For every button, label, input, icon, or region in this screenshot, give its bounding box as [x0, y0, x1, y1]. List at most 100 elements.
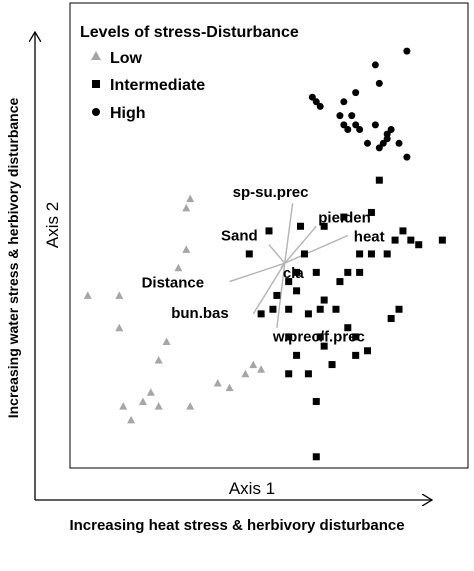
point-intermediate-13: [269, 305, 277, 313]
point-high-10: [344, 125, 352, 133]
point-low-3: [174, 263, 183, 272]
point-intermediate-12: [273, 291, 281, 299]
legend-label-intermediate: Intermediate: [110, 77, 205, 94]
point-intermediate-45: [312, 453, 320, 461]
x-axis-label: Axis 1: [229, 479, 275, 498]
point-low-19: [257, 365, 266, 373]
vector-label-0: sp-su.prec: [233, 184, 309, 201]
legend-title: Levels of stress-Disturbance: [80, 24, 299, 41]
vector-0: [284, 203, 294, 264]
point-intermediate-18: [320, 296, 328, 304]
point-low-17: [241, 369, 250, 378]
point-intermediate-42: [352, 351, 360, 359]
point-intermediate-38: [395, 305, 403, 313]
point-high-12: [364, 139, 371, 147]
vector-3: [284, 234, 349, 264]
point-low-8: [154, 355, 163, 364]
point-intermediate-4: [297, 222, 305, 230]
point-high-1: [371, 61, 379, 69]
point-intermediate-14: [257, 310, 265, 318]
point-low-10: [154, 402, 163, 410]
vector-lines: [229, 203, 349, 328]
point-intermediate-27: [399, 227, 407, 235]
point-intermediate-26: [391, 236, 399, 244]
vector-6: [252, 262, 286, 315]
vector-label-2: pie.den: [318, 209, 371, 226]
point-intermediate-40: [304, 370, 312, 378]
plot-frame: [69, 2, 469, 469]
point-high-4: [308, 93, 316, 101]
data-points: [83, 47, 446, 461]
point-intermediate-6: [245, 250, 253, 258]
point-intermediate-21: [344, 268, 352, 276]
point-high-19: [375, 144, 383, 152]
vector-labels: sp-su.prec Sand pie.den heat Distance cla bun.…: [142, 184, 385, 345]
point-low-5: [115, 291, 124, 299]
point-intermediate-22: [356, 250, 364, 258]
point-intermediate-32: [293, 351, 301, 359]
legend-marker-high: [92, 108, 100, 116]
point-low-7: [162, 337, 171, 346]
point-low-12: [127, 415, 136, 424]
point-high-9: [352, 121, 360, 129]
outer-y-axis-label: Increasing water stress & herbivory dist…: [5, 98, 21, 419]
point-intermediate-8: [312, 268, 320, 276]
point-intermediate-35: [344, 324, 352, 332]
point-high-17: [395, 139, 403, 147]
point-intermediate-33: [316, 333, 324, 341]
outer-x-axis-label: Increasing heat stress & herbivory distu…: [69, 517, 404, 534]
point-high-6: [316, 102, 324, 110]
point-low-11: [119, 402, 128, 410]
point-intermediate-10: [285, 278, 293, 286]
point-intermediate-28: [407, 236, 415, 244]
point-low-4: [83, 291, 92, 299]
point-intermediate-41: [328, 361, 336, 369]
point-intermediate-39: [285, 370, 293, 378]
point-intermediate-3: [320, 222, 328, 230]
point-high-15: [371, 121, 379, 129]
legend-label-high: High: [110, 105, 146, 122]
point-low-15: [225, 383, 234, 392]
point-high-0: [403, 47, 411, 55]
point-high-18: [403, 153, 411, 161]
point-high-8: [348, 112, 356, 120]
point-high-5: [312, 98, 320, 106]
point-high-11: [356, 125, 364, 133]
vector-label-7: w.prec/f.prec: [272, 329, 365, 346]
point-low-18: [249, 360, 258, 369]
vector-label-5: cla: [283, 265, 305, 282]
legend: Levels of stress-Disturbance Low Interme…: [80, 24, 299, 122]
point-low-9: [146, 388, 155, 396]
point-intermediate-37: [387, 314, 395, 322]
y-axis-label: Axis 2: [43, 202, 62, 248]
point-intermediate-17: [316, 305, 324, 313]
point-intermediate-5: [265, 227, 273, 235]
point-intermediate-30: [438, 236, 446, 244]
vector-4: [229, 262, 285, 283]
point-low-16: [213, 379, 222, 387]
point-intermediate-24: [383, 250, 391, 258]
point-intermediate-31: [285, 333, 293, 341]
legend-marker-intermediate: [92, 80, 100, 88]
point-high-2: [375, 79, 383, 87]
point-intermediate-34: [320, 342, 328, 350]
point-intermediate-16: [304, 310, 312, 318]
point-intermediate-7: [300, 250, 308, 258]
point-low-6: [115, 323, 124, 332]
vector-1: [268, 244, 286, 264]
vector-7: [276, 263, 286, 328]
point-intermediate-15: [285, 305, 293, 313]
point-intermediate-0: [375, 176, 383, 184]
point-low-14: [186, 402, 195, 410]
legend-marker-low: [91, 51, 101, 60]
point-intermediate-1: [367, 208, 375, 216]
point-low-1: [182, 203, 191, 212]
point-high-3: [352, 89, 360, 97]
point-intermediate-25: [356, 268, 364, 276]
point-intermediate-19: [332, 305, 340, 313]
point-intermediate-29: [415, 241, 423, 249]
point-high-22: [387, 125, 395, 133]
legend-label-low: Low: [110, 50, 143, 67]
point-intermediate-20: [336, 278, 344, 286]
point-intermediate-2: [340, 213, 348, 221]
